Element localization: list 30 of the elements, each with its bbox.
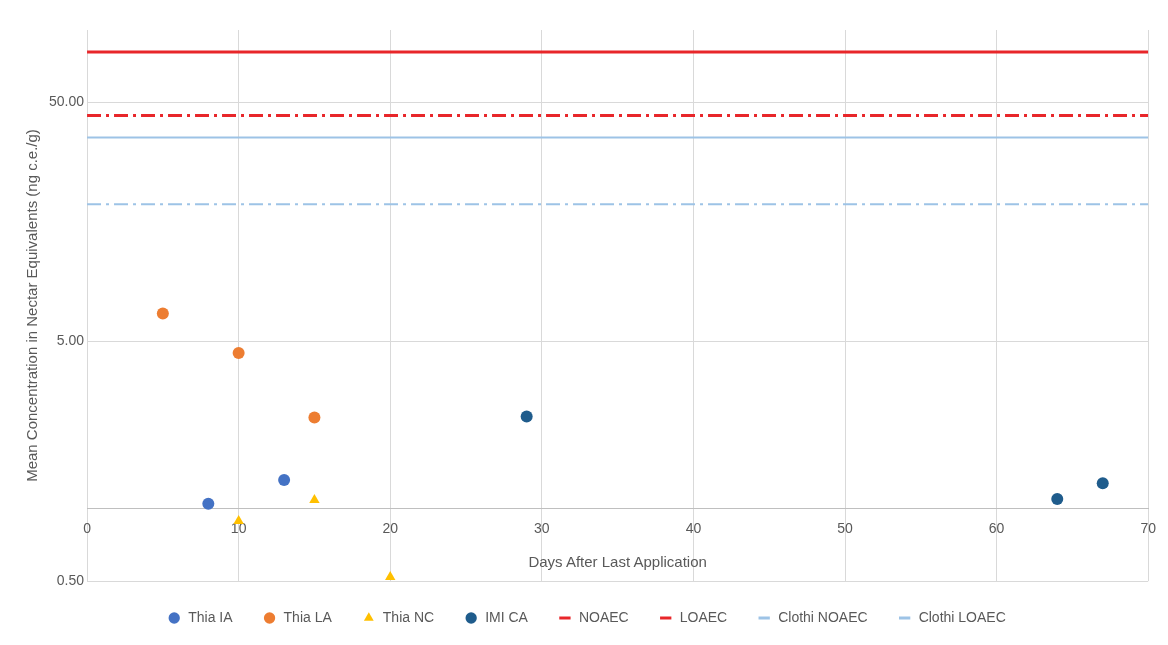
legend-label: Thia LA	[283, 608, 333, 625]
x-tick-label: 70	[1140, 520, 1157, 537]
legend-label: Thia NC	[382, 608, 435, 625]
x-tick-label: 40	[685, 520, 702, 537]
point	[202, 497, 215, 510]
legend-label: Thia IA	[188, 608, 234, 625]
y-axis-title: Mean Concentration in Nectar Equivalents (ng c.e./g)	[23, 129, 41, 482]
point	[520, 410, 533, 423]
x-tick-label: 50	[837, 520, 854, 537]
legend-label: Clothi NOAEC	[778, 608, 868, 625]
legend-label: LOAEC	[679, 608, 728, 625]
x-tick-label: 20	[382, 520, 399, 537]
legend-label: NOAEC	[578, 608, 629, 625]
point	[156, 307, 169, 320]
legend-label: Clothi LOAEC	[918, 608, 1006, 625]
x-tick-label: 30	[534, 520, 550, 537]
x-axis-title: Days After Last Application	[528, 552, 707, 570]
y-tick-label: 5.00	[56, 332, 85, 349]
point	[278, 474, 291, 487]
point	[309, 493, 320, 503]
point	[1051, 493, 1064, 505]
point	[308, 411, 321, 424]
legend-label: IMI CA	[485, 608, 529, 625]
x-tick-label: 60	[988, 520, 1005, 537]
y-tick-label: 0.50	[56, 571, 85, 588]
point	[385, 570, 396, 580]
x-tick-label: 0	[83, 520, 92, 537]
y-tick-label: 50.00	[48, 92, 85, 109]
point	[232, 346, 245, 359]
point	[1096, 477, 1109, 490]
